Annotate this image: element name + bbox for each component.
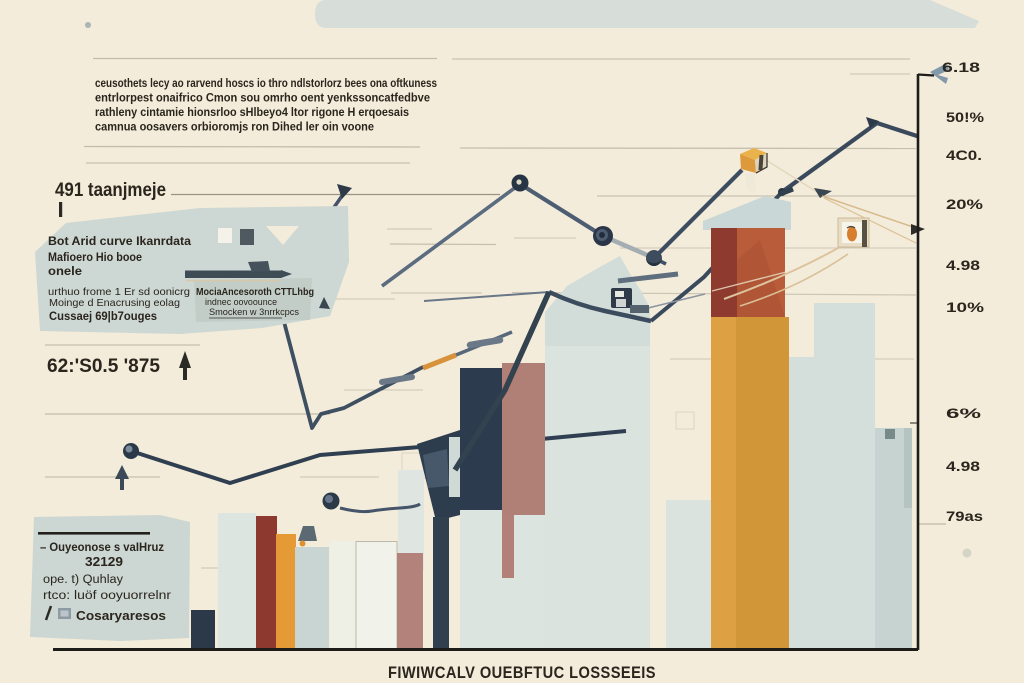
svg-text:rtco: luöf ooyuorrelnr: rtco: luöf ooyuorrelnr <box>43 590 171 602</box>
svg-text:camnua oosavers orbioromjs ron: camnua oosavers orbioromjs ron Dihed ler… <box>95 120 374 134</box>
svg-text:491 taanjmeje: 491 taanjmeje <box>55 180 166 201</box>
svg-text:entrlorpest onaifrico Cmon sou: entrlorpest onaifrico Cmon sou omrho oen… <box>95 91 430 105</box>
svg-text:Smocken w 3nrrkcpcs: Smocken w 3nrrkcpcs <box>209 307 299 318</box>
svg-text:ope. t) Quhlay: ope. t) Quhlay <box>43 574 123 586</box>
svg-text:6.18: 6.18 <box>942 60 981 75</box>
svg-text:Cussaej 69|b7ouges: Cussaej 69|b7ouges <box>49 309 157 323</box>
svg-text:Cosaryaresos: Cosaryaresos <box>76 609 166 623</box>
svg-text:FIWIWCALV OUEBFTUC LOSSSEEIS: FIWIWCALV OUEBFTUC LOSSSEEIS <box>388 664 656 682</box>
svg-text:4.98: 4.98 <box>946 258 981 273</box>
svg-text:62:'S0.5 '875: 62:'S0.5 '875 <box>47 356 160 377</box>
svg-text:rathleny cintamie hionsrloo sH: rathleny cintamie hionsrloo sHlbeyo4 lto… <box>95 105 409 119</box>
svg-text:10%: 10% <box>946 300 984 315</box>
svg-text:79as: 79as <box>946 509 983 524</box>
svg-text:4C0.: 4C0. <box>946 148 982 163</box>
svg-text:50!%: 50!% <box>946 110 984 125</box>
svg-text:ceusothets lecy ao rarvend hos: ceusothets lecy ao rarvend hoscs io thro… <box>95 76 437 90</box>
svg-text:indnec oovoounce: indnec oovoounce <box>205 297 277 307</box>
svg-text:20%: 20% <box>946 197 983 212</box>
svg-text:– Ouyeonose s vaIHruz: – Ouyeonose s vaIHruz <box>40 542 164 554</box>
svg-text:4.98: 4.98 <box>946 459 981 474</box>
svg-text:urthuo frome 1 Er sd oonicrg: urthuo frome 1 Er sd oonicrg <box>48 286 190 298</box>
svg-text:MociaAncesoroth CTTLhbg: MociaAncesoroth CTTLhbg <box>196 287 314 298</box>
svg-text:32129: 32129 <box>85 554 123 569</box>
svg-text:6%: 6% <box>946 406 981 421</box>
svg-text:Moinge d Enacrusing eolag: Moinge d Enacrusing eolag <box>49 297 180 309</box>
svg-text:Mafioero Hio booe: Mafioero Hio booe <box>48 250 142 264</box>
svg-text:onele: onele <box>48 264 82 278</box>
svg-text:Bot Arid curve Ikanrdata: Bot Arid curve Ikanrdata <box>48 234 191 248</box>
